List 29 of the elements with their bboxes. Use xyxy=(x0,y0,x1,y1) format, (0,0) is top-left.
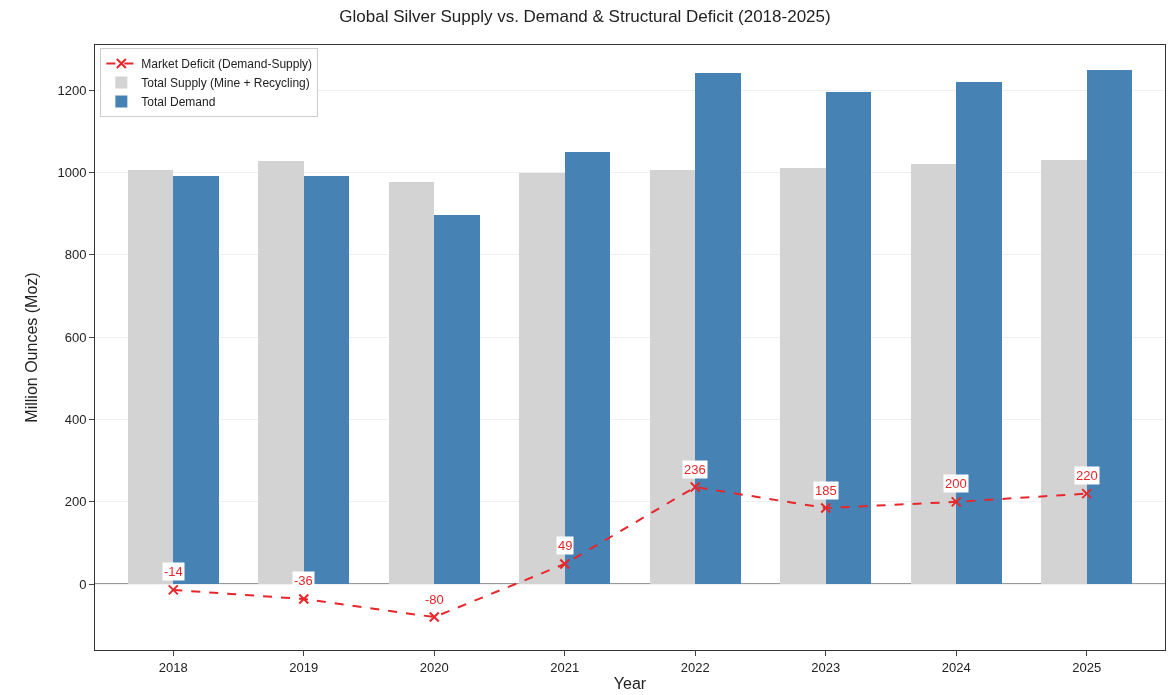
x-tick-label: 2021 xyxy=(550,659,580,675)
y-tick-label: 200 xyxy=(64,494,87,510)
y-tick-label: 1000 xyxy=(57,165,87,181)
x-tick-label: 2025 xyxy=(1072,659,1102,675)
y-axis-title: Million Ounces (Moz) xyxy=(23,272,41,423)
data-label: -14 xyxy=(164,564,183,579)
y-tick-label: 800 xyxy=(64,247,87,263)
data-label: -80 xyxy=(425,592,444,607)
x-tick-label: 2024 xyxy=(941,659,971,675)
legend-label: Total Supply (Mine + Recycling) xyxy=(141,76,310,91)
chart-title: Global Silver Supply vs. Demand & Structural Deficit (2018-2025) xyxy=(339,7,831,27)
y-tick-label: 400 xyxy=(64,412,87,428)
x-tick-label: 2020 xyxy=(419,659,449,675)
data-label: 49 xyxy=(558,538,573,553)
data-label: -36 xyxy=(294,573,313,588)
x-tick-label: 2023 xyxy=(811,659,841,675)
x-tick-label: 2022 xyxy=(680,659,710,675)
legend-label: Market Deficit (Demand-Supply) xyxy=(141,57,313,72)
data-label: 200 xyxy=(945,476,967,491)
x-tick-label: 2018 xyxy=(158,659,188,675)
y-tick-label: 0 xyxy=(79,576,87,592)
data-label: 220 xyxy=(1076,468,1098,483)
data-label: 236 xyxy=(684,462,706,477)
x-axis-title: Year xyxy=(613,675,647,693)
x-tick-label: 2019 xyxy=(289,659,319,675)
legend-label: Total Demand xyxy=(141,95,216,110)
data-label: 185 xyxy=(815,483,837,498)
y-tick-label: 1200 xyxy=(57,82,87,98)
y-tick-label: 600 xyxy=(64,329,87,345)
